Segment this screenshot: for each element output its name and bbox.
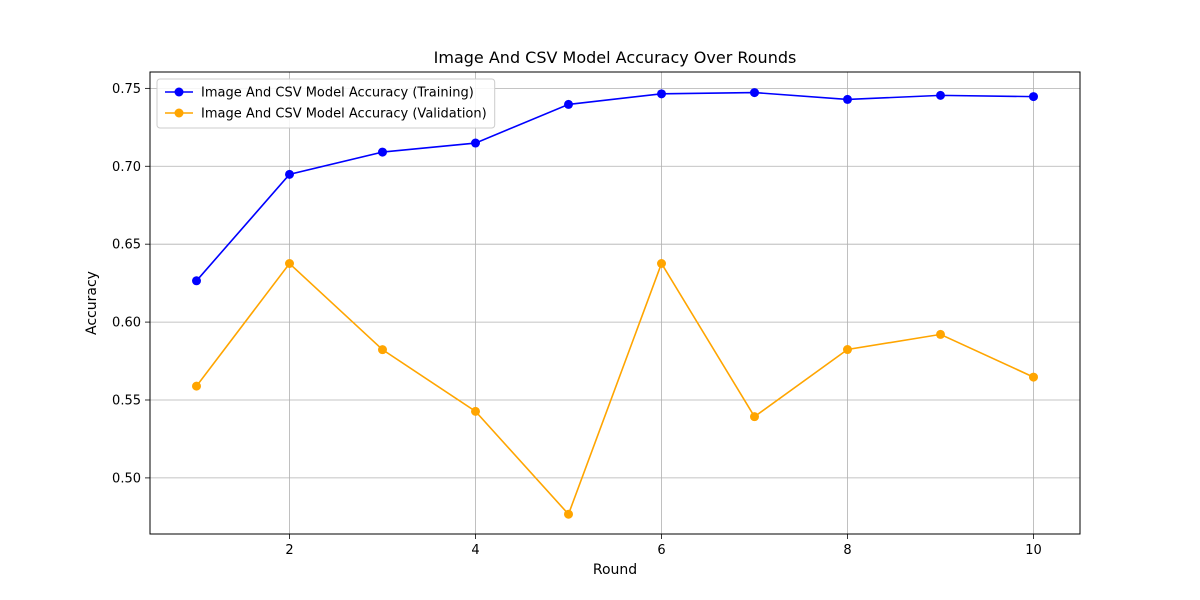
validation-data-point bbox=[378, 345, 387, 355]
chart-title: Image And CSV Model Accuracy Over Rounds bbox=[434, 48, 797, 67]
training-data-point bbox=[657, 89, 666, 99]
legend: Image And CSV Model Accuracy (Training) I… bbox=[156, 78, 496, 129]
x-tick-label: 4 bbox=[471, 543, 479, 558]
y-axis-label: Accuracy bbox=[84, 271, 100, 335]
validation-data-point bbox=[843, 345, 852, 355]
y-tick-label: 0.75 bbox=[112, 82, 141, 97]
training-data-point bbox=[564, 99, 573, 109]
validation-data-point bbox=[564, 509, 573, 519]
training-data-point bbox=[285, 169, 294, 179]
validation-data-point bbox=[936, 329, 945, 339]
grid-lines bbox=[150, 72, 1080, 534]
x-tick-label: 10 bbox=[1025, 543, 1042, 558]
validation-data-point bbox=[1029, 372, 1038, 382]
training-data-point bbox=[843, 94, 852, 104]
training-data-point bbox=[378, 147, 387, 157]
x-tick-label: 2 bbox=[285, 543, 293, 558]
legend-box bbox=[156, 78, 496, 129]
training-data-point bbox=[471, 138, 480, 148]
legend-marker-swatch bbox=[174, 87, 184, 97]
legend-entry-label: Image And CSV Model Accuracy (Validation… bbox=[201, 107, 487, 122]
training-series-line bbox=[195, 91, 1034, 282]
x-axis-label: Round bbox=[593, 562, 637, 578]
y-tick-label: 0.70 bbox=[112, 160, 141, 175]
validation-series-line bbox=[195, 261, 1034, 516]
training-data-point bbox=[1029, 92, 1038, 102]
legend-marker-swatch bbox=[174, 108, 184, 118]
y-tick-label: 0.50 bbox=[112, 471, 141, 486]
training-data-point bbox=[750, 88, 759, 98]
y-tick-label: 0.60 bbox=[112, 316, 141, 331]
training-data-point bbox=[936, 90, 945, 100]
validation-data-point bbox=[750, 412, 759, 422]
x-tick-label: 6 bbox=[657, 543, 665, 558]
validation-data-point bbox=[192, 381, 201, 391]
training-data-point bbox=[192, 276, 201, 286]
validation-data-point bbox=[285, 259, 294, 269]
series-layer bbox=[192, 88, 1038, 519]
validation-data-point bbox=[471, 406, 480, 416]
plot-frame bbox=[149, 71, 1081, 535]
x-tick-label: 8 bbox=[843, 543, 851, 558]
legend-entry-label: Image And CSV Model Accuracy (Training) bbox=[201, 86, 474, 101]
y-tick-label: 0.55 bbox=[112, 393, 141, 408]
y-tick-label: 0.65 bbox=[112, 238, 141, 253]
axis-ticks: 2 4 6 8 10 0.50 0.55 0.60 0.65 0.70 0.75 bbox=[112, 82, 1042, 558]
validation-data-point bbox=[657, 259, 666, 269]
